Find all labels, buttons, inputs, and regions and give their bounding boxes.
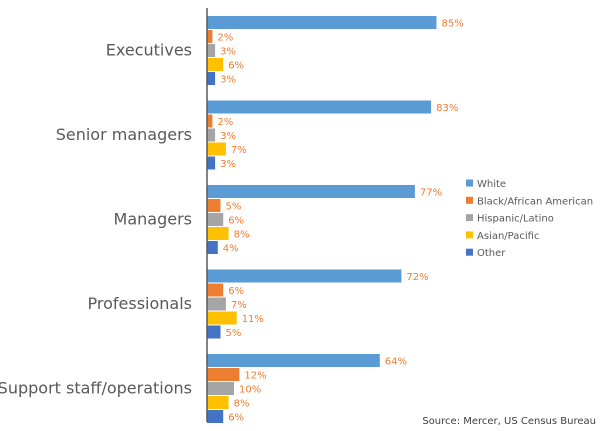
bar: [207, 410, 224, 423]
value-label: 3%: [220, 75, 236, 86]
legend-label: White: [477, 179, 506, 190]
value-label: 5%: [226, 202, 242, 213]
value-label: 5%: [226, 328, 242, 339]
bar: [207, 382, 234, 395]
bar: [207, 396, 229, 409]
value-label: 77%: [420, 188, 442, 199]
value-label: 7%: [231, 145, 247, 156]
bar: [207, 311, 237, 325]
bar: [207, 30, 213, 43]
value-label: 6%: [228, 286, 244, 297]
bar: [207, 269, 402, 283]
value-label: 3%: [220, 159, 236, 170]
bar: [207, 114, 213, 128]
category-label: Executives: [106, 41, 192, 60]
value-label: 6%: [228, 413, 244, 424]
bar: [207, 368, 240, 381]
source-note: Source: Mercer, US Census Bureau: [422, 416, 596, 427]
bar: [207, 227, 229, 240]
legend-label: Hispanic/Latino: [477, 214, 554, 225]
bar: [207, 297, 226, 311]
legend-swatch: [466, 179, 473, 187]
value-label: 72%: [406, 272, 428, 283]
value-label: 2%: [217, 117, 233, 128]
legend-label: Other: [477, 248, 506, 259]
value-label: 6%: [228, 61, 244, 72]
legend-label: Asian/Pacific: [477, 231, 539, 242]
category-label: Managers: [114, 210, 192, 229]
bar: [207, 142, 226, 156]
value-label: 64%: [385, 357, 407, 368]
value-label: 6%: [228, 216, 244, 227]
value-label: 8%: [234, 230, 250, 241]
value-label: 3%: [220, 47, 236, 58]
legend-swatch: [466, 196, 473, 204]
value-label: 7%: [231, 300, 247, 311]
bar: [207, 100, 432, 114]
bar: [207, 72, 216, 85]
bar: [207, 213, 224, 226]
value-label: 3%: [220, 131, 236, 142]
bar: [207, 354, 380, 367]
bar: [207, 283, 224, 297]
value-label: 8%: [234, 399, 250, 410]
legend-swatch: [466, 214, 473, 222]
category-label: Support staff/operations: [0, 379, 192, 398]
bar: [207, 44, 216, 57]
bar: [207, 241, 218, 254]
bar: [207, 128, 216, 142]
bar: [207, 16, 437, 29]
bar: [207, 325, 221, 339]
category-label: Professionals: [88, 294, 193, 313]
value-label: 85%: [442, 19, 464, 30]
bar: [207, 185, 415, 198]
value-label: 2%: [217, 33, 233, 44]
legend-swatch: [466, 231, 473, 239]
category-label: Senior managers: [56, 125, 192, 144]
value-label: 83%: [436, 103, 458, 114]
value-label: 12%: [244, 371, 266, 382]
value-label: 4%: [223, 244, 239, 255]
bar: [207, 58, 224, 71]
value-label: 11%: [242, 314, 264, 325]
legend-swatch: [466, 248, 473, 256]
legend-label: Black/African American: [477, 196, 593, 207]
value-label: 10%: [239, 385, 261, 396]
bar: [207, 156, 216, 170]
bar: [207, 199, 221, 212]
